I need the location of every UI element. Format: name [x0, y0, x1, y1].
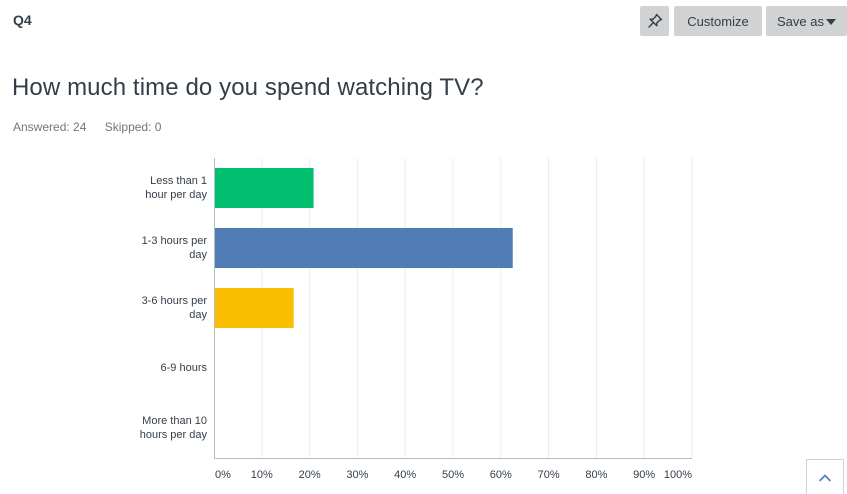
x-tick-label: 60%	[489, 469, 512, 481]
answered-count: Answered: 24	[13, 120, 87, 134]
caret-down-icon	[825, 18, 836, 25]
x-tick-label: 0%	[215, 469, 231, 481]
customize-button[interactable]: Customize	[674, 6, 762, 36]
customize-label: Customize	[687, 13, 749, 29]
category-label-4: 6-9 hours	[97, 361, 207, 375]
bar-3[interactable]	[215, 288, 294, 328]
category-label-line: hours per day	[139, 429, 207, 441]
category-label-3: 3-6 hours per day	[97, 294, 207, 322]
category-label-line: 1-3 hours per	[141, 235, 207, 247]
category-label-2: 1-3 hours per day	[97, 234, 207, 262]
x-tick-label: 20%	[298, 469, 321, 481]
pin-button[interactable]	[640, 6, 669, 36]
x-tick-label: 50%	[441, 469, 465, 481]
chevron-up-icon	[819, 473, 831, 481]
x-tick-label: 40%	[394, 469, 417, 481]
category-label-5: More than 10 hours per day	[97, 414, 207, 442]
x-tick-label: 100%	[663, 469, 693, 481]
x-tick-label: 90%	[633, 469, 656, 481]
pin-icon	[647, 13, 662, 28]
category-label-line: hour per day	[145, 189, 207, 201]
category-label-line: day	[189, 249, 207, 261]
save-as-button[interactable]: Save as	[766, 6, 847, 36]
category-label-line: day	[189, 309, 207, 321]
category-label-line: Less than 1	[150, 175, 207, 187]
question-number: Q4	[13, 12, 32, 28]
x-tick-label: 70%	[537, 469, 560, 481]
bar-2[interactable]	[215, 228, 513, 268]
category-label-line: 3-6 hours per	[141, 295, 207, 307]
category-label-1: Less than 1 hour per day	[97, 174, 207, 202]
scroll-to-top-button[interactable]	[806, 459, 844, 494]
x-tick-label: 30%	[346, 469, 369, 481]
save-as-label: Save as	[777, 13, 824, 29]
category-label-line: 6-9 hours	[160, 362, 207, 374]
response-stats: Answered: 24 Skipped: 0	[13, 120, 176, 134]
x-tick-label: 10%	[250, 469, 273, 481]
skipped-count: Skipped: 0	[104, 120, 162, 134]
category-label-line: More than 10	[142, 415, 207, 427]
bar-1[interactable]	[215, 168, 314, 208]
x-tick-label: 80%	[585, 469, 608, 481]
question-title: How much time do you spend watching TV?	[12, 74, 484, 101]
